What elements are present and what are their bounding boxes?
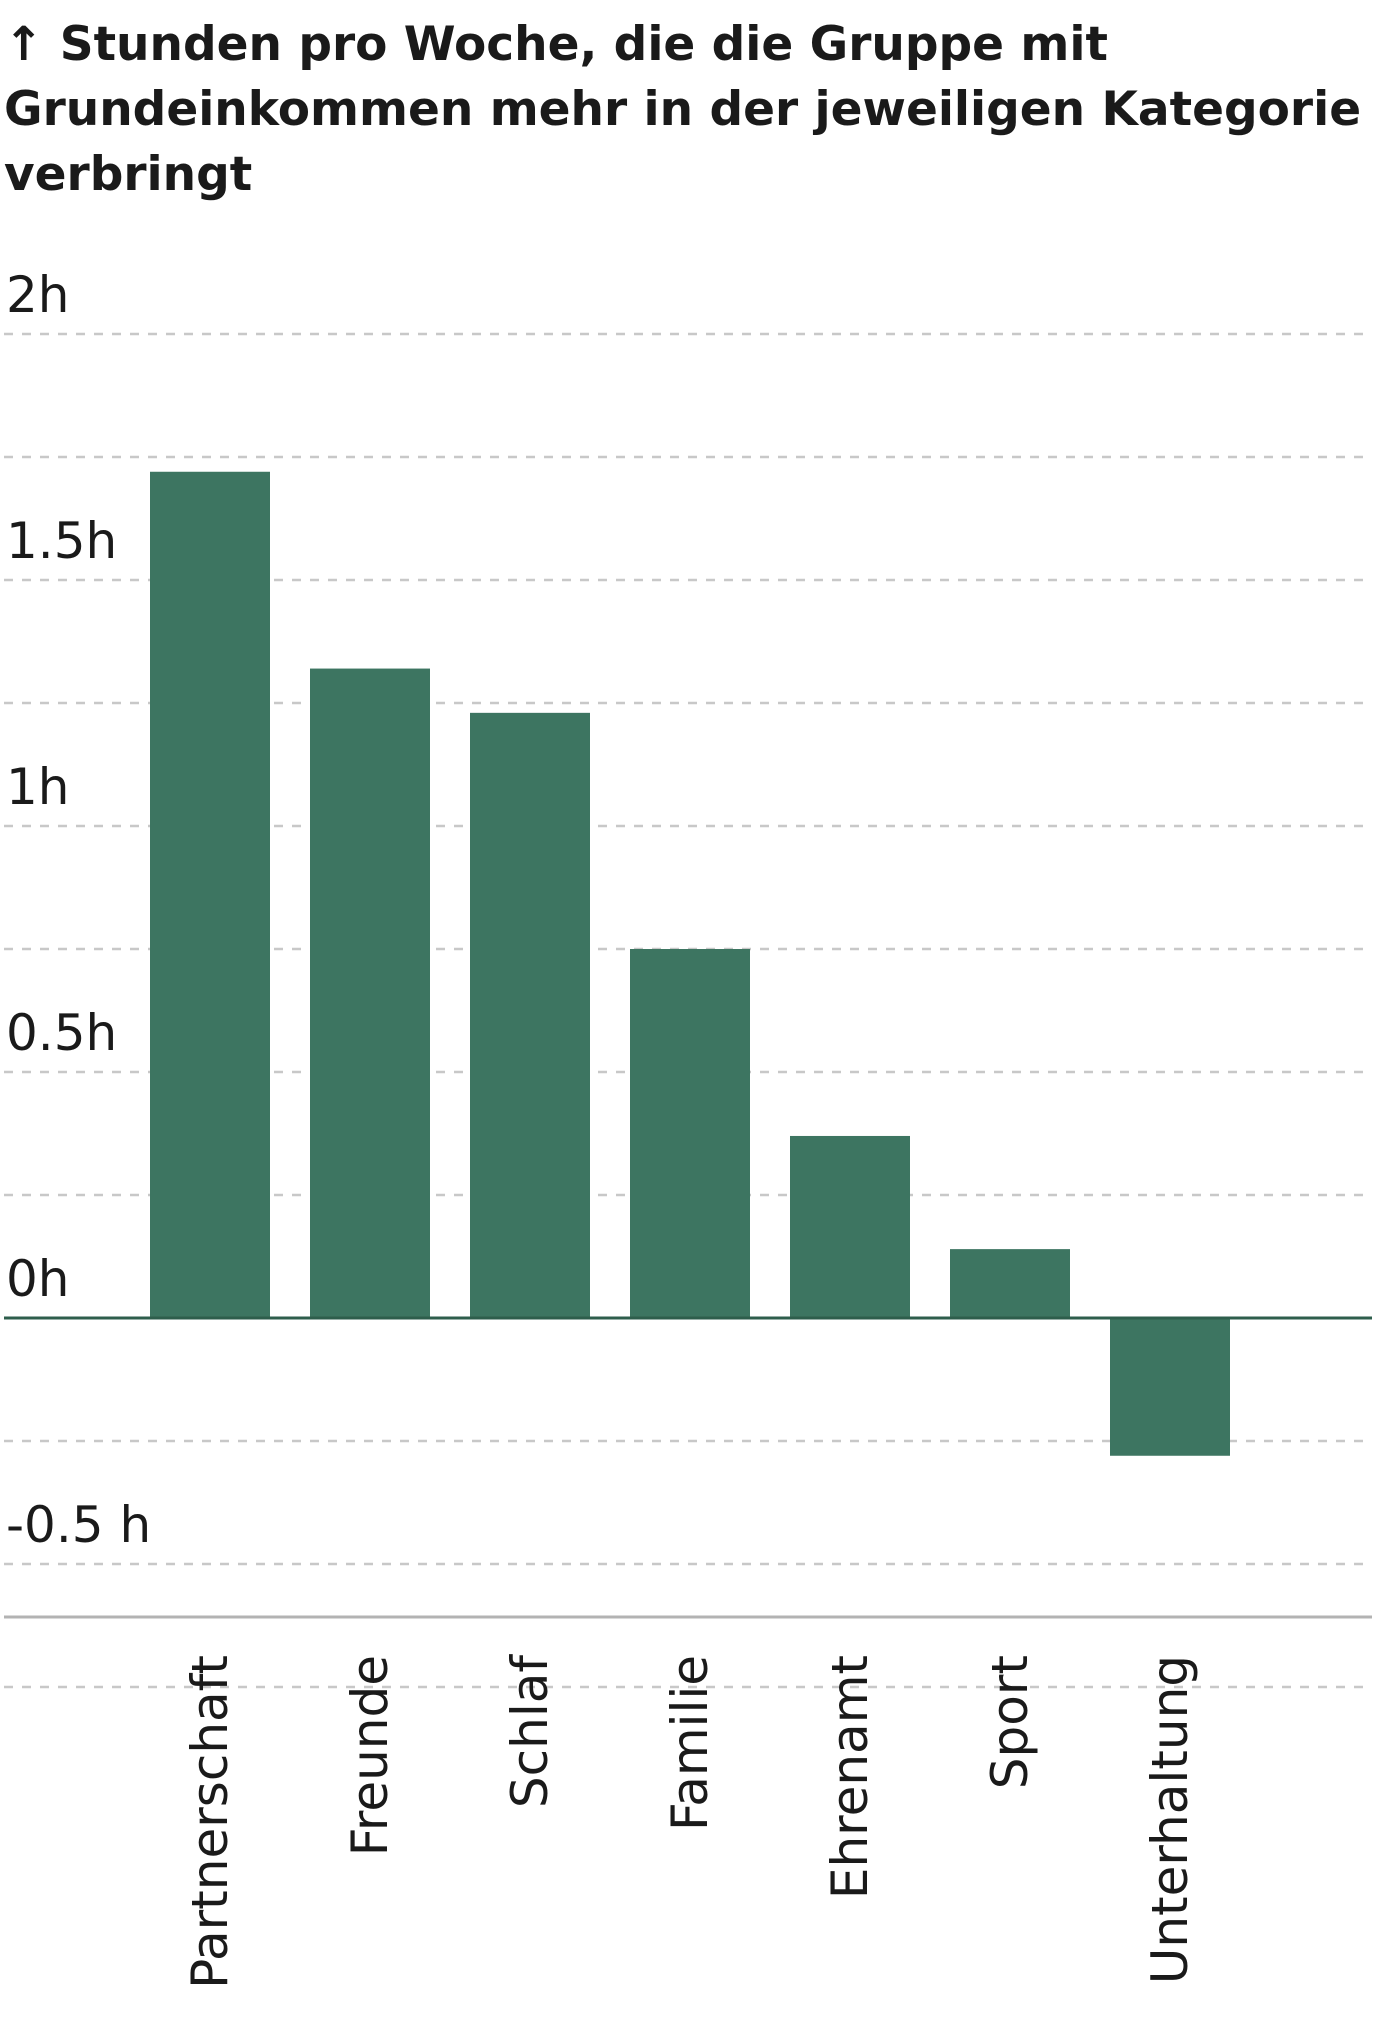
category-label-freunde: Freunde [341,1655,399,1856]
bars [150,471,1230,1456]
y-tick-label: 2h [6,266,70,324]
axes [4,1316,1372,1619]
chart-title: ↑ Stunden pro Woche, die die Gruppe mit … [4,17,1362,202]
y-tick-label: 0.5h [6,1004,117,1062]
category-label-sport: Sport [981,1655,1039,1789]
bar-familie [630,949,750,1318]
category-label-unterhaltung: Unterhaltung [1141,1655,1199,1984]
bar-sport [950,1249,1070,1318]
bar-schlaf [470,712,590,1318]
category-label-partnerschaft: Partnerschaft [181,1655,239,1989]
x-axis-category-labels: Partnerschaft Freunde Schlaf Familie Ehrenam… [181,1654,1199,1989]
y-tick-label: 0h [6,1250,70,1308]
bar-partnerschaft [150,471,270,1318]
category-label-familie: Familie [661,1655,719,1831]
category-label-schlaf: Schlaf [501,1654,559,1808]
y-tick-label: 1h [6,758,70,816]
y-tick-label: -0.5 h [6,1496,151,1554]
bar-freunde [310,668,430,1318]
y-axis-tick-labels: 2h 1.5h 1h 0.5h 0h -0.5 h [6,266,151,1554]
bar-ehrenamt [790,1135,910,1318]
y-tick-label: 1.5h [6,512,117,570]
category-label-ehrenamt: Ehrenamt [821,1655,879,1899]
bar-unterhaltung [1110,1318,1230,1456]
